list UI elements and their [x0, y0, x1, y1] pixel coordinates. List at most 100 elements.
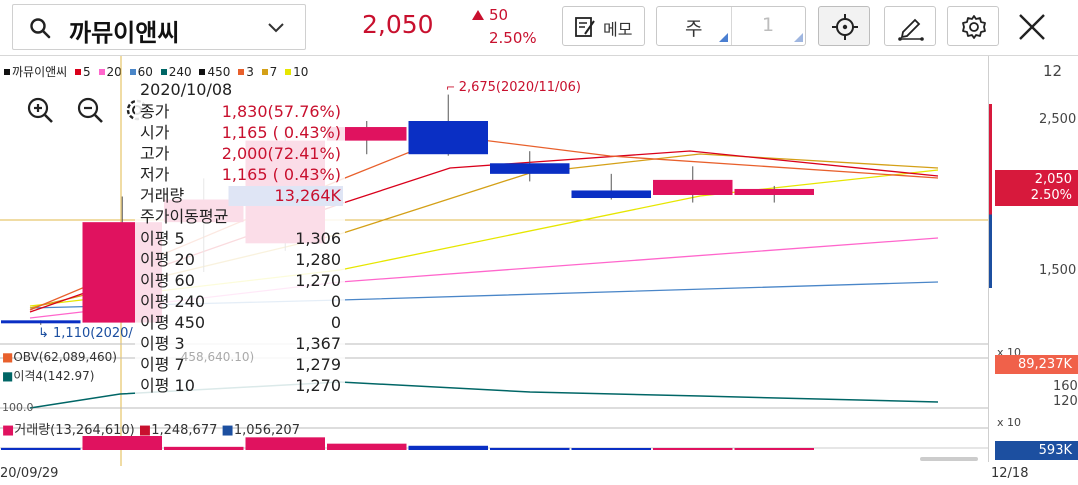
high-marker: ⌐ 2,675(2020/11/06): [446, 80, 581, 95]
tooltip-key: 종가: [140, 102, 170, 121]
tooltip-value: 1,830(57.76%): [221, 102, 341, 121]
legend-swatch: [199, 69, 206, 75]
tooltip-ma-row: 이평 60 1,270: [135, 271, 343, 291]
volume-bar: [1, 447, 81, 450]
volume-ma1-swatch: ■: [138, 423, 152, 438]
tooltip-ma-row: 이평 450 0: [135, 313, 343, 333]
volume-bar: [408, 445, 488, 450]
high-marker-label: 2,675(2020/11/06): [458, 80, 582, 95]
volume-bar: [490, 447, 570, 450]
volume-bars: [1, 436, 814, 450]
tooltip-row: 시가 1,165 ( 0.43%): [135, 123, 343, 143]
current-price: 2,050: [362, 10, 434, 39]
tooltip-row: 저가 1,165 ( 0.43%): [135, 165, 343, 185]
legend-swatch: [261, 69, 268, 75]
price-change: 50: [489, 6, 509, 24]
obv-label-row: ■OBV(62,089,460) 458,640.10): [2, 350, 254, 364]
volume-label: 거래량(13,264,610): [14, 423, 135, 438]
indicator-lines: [29, 381, 939, 409]
legend-swatch: [160, 69, 167, 75]
divider: [731, 7, 732, 45]
candle-body: [1, 320, 81, 324]
disparity-swatch: ■: [2, 369, 14, 383]
corner-triangle-icon: [719, 33, 728, 42]
tooltip-key: 고가: [140, 144, 170, 163]
price-tag-rate: 2.50%: [1030, 188, 1072, 203]
scrollbar-thumb[interactable]: [920, 457, 978, 461]
zoom-in-icon[interactable]: [26, 96, 54, 124]
tooltip-key: 저가: [140, 165, 170, 184]
chevron-down-icon[interactable]: [266, 21, 286, 35]
tooltip-value: 0: [330, 292, 341, 311]
period-selector[interactable]: 주 1: [656, 6, 806, 46]
search-icon: [30, 18, 51, 39]
close-icon[interactable]: [1017, 12, 1047, 42]
legend-item: 450: [207, 65, 231, 79]
axis-tick: 1,500: [1039, 263, 1077, 278]
candle-body: [327, 127, 407, 141]
stock-search-box[interactable]: 까뮤이앤씨: [12, 4, 306, 50]
legend-swatch: [129, 69, 136, 75]
tooltip-key: 이평 240: [140, 292, 206, 311]
date-end: 12/18: [991, 466, 1029, 481]
pencil-icon: [898, 18, 924, 41]
low-marker: ↳ 1,110(2020/: [38, 326, 133, 341]
tooltip-value: 13,264K: [274, 186, 341, 205]
tooltip-value: 0: [330, 313, 341, 332]
crosshair-button[interactable]: [818, 6, 870, 46]
tooltip-key: 이평 7: [140, 355, 185, 374]
volume-bar: [571, 448, 651, 450]
volume-scale: x 10: [997, 416, 1022, 429]
data-tooltip: 2020/10/08 종가 1,830(57.76%) 시가 1,165 ( 0…: [135, 80, 345, 398]
disparity-base: 100.0: [2, 401, 34, 414]
corner-triangle-icon: [794, 33, 803, 42]
volume-ma1: 1,248,677: [151, 423, 218, 438]
price-change-rate: 2.50%: [489, 29, 537, 47]
tooltip-date-row: 2020/10/08: [135, 80, 343, 100]
memo-button[interactable]: 메모: [562, 6, 645, 46]
obv-second: 458,640.10): [180, 350, 255, 364]
disparity-line: [29, 381, 939, 409]
tooltip-section-title: 주가이동평균: [135, 207, 343, 227]
tooltip-ma-row: 이평 10 1,270: [135, 376, 343, 396]
legend-item: 240: [168, 65, 192, 79]
tooltip-key: 이평 5: [140, 229, 185, 248]
legend-stock-name: 까뮤이앤씨: [12, 65, 68, 79]
legend-item: 20: [106, 65, 122, 79]
tooltip-ma-row: 이평 7 1,279: [135, 355, 343, 375]
tooltip-key: 이평 3: [140, 334, 185, 353]
legend-swatch: [75, 69, 82, 75]
up-triangle-icon: [472, 10, 484, 20]
volume-bar: [245, 437, 325, 450]
tooltip-value: 1,165 ( 0.43%): [221, 123, 341, 142]
low-marker-arrow: ↳: [38, 326, 54, 341]
tooltip-row: 고가 2,000(72.41%): [135, 144, 343, 164]
tooltip-value: 1,270: [295, 376, 341, 395]
draw-tool-button[interactable]: [884, 6, 936, 46]
tooltip-ma-title: 주가이동평균: [140, 207, 229, 226]
candle-body: [571, 190, 651, 199]
legend-item: 10: [293, 65, 309, 79]
axis-tick: 2,500: [1039, 112, 1077, 127]
crosshair-icon: [832, 14, 858, 40]
period-type[interactable]: 주: [685, 18, 703, 40]
obv-swatch: ■: [2, 350, 14, 364]
tooltip-value: 1,165 ( 0.43%): [221, 165, 341, 184]
volume-swatch: ■: [2, 423, 15, 438]
ma-legend: 까뮤이앤씨 5 20 60 240 450 3 7 10: [0, 63, 308, 80]
period-count[interactable]: 1: [762, 14, 775, 36]
volume-bar: [653, 448, 733, 450]
volume-ma2: 1,056,207: [233, 423, 300, 438]
current-price-tag: 2,050 2.50%: [995, 170, 1078, 206]
axis-top-label: 12: [1043, 62, 1063, 80]
candle-body: [408, 121, 488, 155]
tooltip-ma-row: 이평 240 0: [135, 292, 343, 312]
legend-swatch: [238, 69, 245, 75]
tooltip-value: 1,270: [295, 271, 341, 290]
settings-button[interactable]: [947, 6, 999, 46]
price-axis: 12 2,500 1,500 x 10 160 120 x 10: [988, 56, 1078, 462]
tooltip-row: 종가 1,830(57.76%): [135, 102, 343, 122]
tooltip-key: 이평 60: [140, 271, 195, 290]
zoom-out-icon[interactable]: [76, 96, 104, 124]
disparity-label-row: ■이격4(142.97): [2, 367, 94, 384]
